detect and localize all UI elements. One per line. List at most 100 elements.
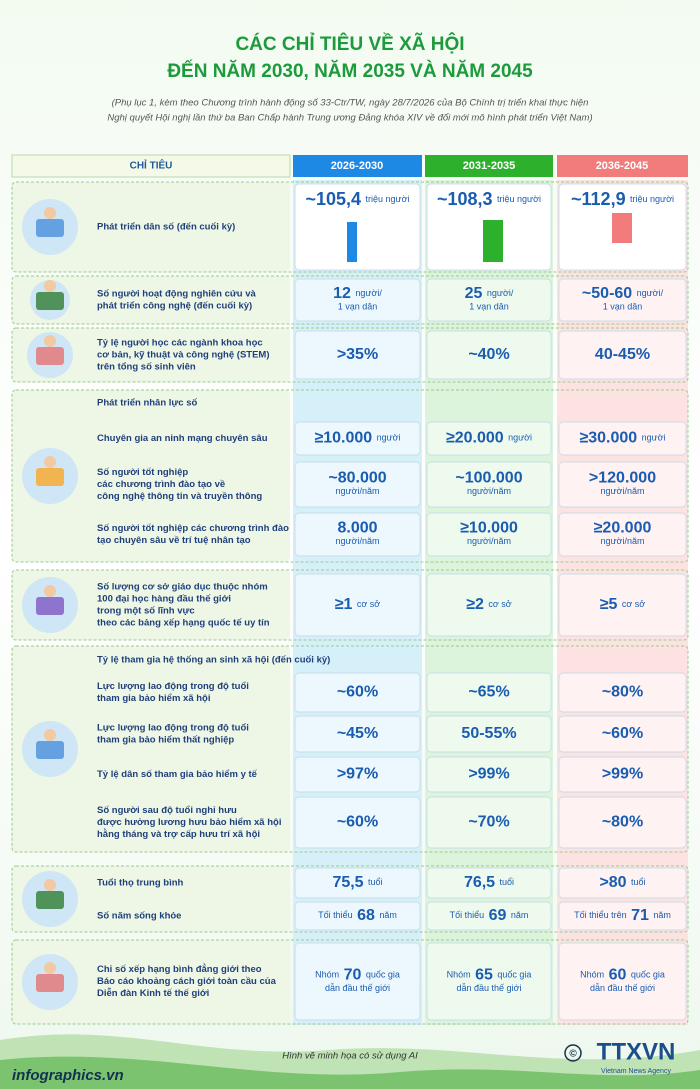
- header-cell: [11, 154, 291, 178]
- group-border: [11, 327, 689, 383]
- row-label: Tuổi thọ trung bình: [97, 878, 184, 889]
- cell: [426, 796, 552, 849]
- cell-unit: dẫn đầu thế giới: [590, 983, 655, 993]
- bar-icon: [483, 220, 503, 262]
- row-label: công nghệ thông tin và truyền thông: [97, 491, 262, 502]
- group-border: [11, 569, 689, 641]
- row-label: hằng tháng và trợ cấp hưu trí xã hội: [97, 828, 260, 840]
- value: ~105,4: [306, 189, 362, 209]
- row-label: trong một số lĩnh vực: [97, 606, 195, 617]
- value: 40-45%: [595, 346, 650, 363]
- column-header: CHỈ TIÊU: [130, 159, 173, 172]
- row-label: Số lượng cơ sở giáo dục thuộc nhóm: [97, 582, 268, 593]
- group-border: [11, 865, 689, 933]
- row-label: Chuyên gia an ninh mạng chuyên sâu: [97, 433, 268, 444]
- cell-unit: dẫn đầu thế giới: [457, 983, 522, 993]
- header-cell: [425, 155, 553, 177]
- cell-value: ~40%: [468, 346, 509, 363]
- illustration: [36, 597, 64, 615]
- value: ~60%: [337, 814, 378, 831]
- row-label: phát triển công nghệ (đến cuối kỳ): [97, 301, 252, 312]
- cell-unit: dẫn đầu thế giới: [325, 983, 390, 993]
- cell-value: Tối thiểu 68 năm: [318, 907, 397, 924]
- cell-value: ~80%: [602, 684, 643, 701]
- cell-value: ~108,3 triệu người: [437, 189, 541, 209]
- value: ~100.000: [455, 470, 522, 487]
- unit: năm: [653, 910, 671, 920]
- cell: [294, 573, 421, 637]
- illustration: [36, 219, 64, 237]
- row-label: Lực lượng lao động trong độ tuổi: [97, 723, 249, 734]
- cell: [426, 421, 552, 456]
- cell: [426, 461, 552, 508]
- row-label: Lực lượng lao động trong độ tuổi: [97, 681, 249, 692]
- header-cell: [557, 155, 688, 177]
- group-border: [11, 939, 689, 1025]
- value: ~70%: [468, 814, 509, 831]
- unit: quốc gia: [631, 970, 665, 980]
- illustration: [36, 468, 64, 486]
- cell-unit: người/năm: [601, 486, 645, 496]
- value: 71: [631, 907, 649, 924]
- value: >99%: [602, 766, 643, 783]
- value: 65: [475, 967, 493, 984]
- cell: [426, 942, 552, 1021]
- cell-value: ~80.000: [328, 470, 386, 487]
- illustration: [44, 879, 56, 891]
- cell-value: ≥10.000 người: [314, 430, 400, 447]
- subtitle: Nghị quyết Hội nghị lần thứ ba Ban Chấp …: [107, 113, 592, 124]
- cell-unit: 1 vạn dân: [469, 301, 509, 311]
- row-label: Số năm sống khỏe: [97, 911, 181, 922]
- unit: người: [642, 433, 666, 443]
- group-heading: Phát triển nhân lực số: [97, 398, 198, 409]
- row-label: theo các bảng xếp hạng quốc tế uy tín: [97, 618, 270, 629]
- row-label: Số người tốt nghiệp các chương trình đào: [97, 523, 289, 534]
- cell: [294, 421, 421, 456]
- cell-unit: người/năm: [601, 536, 645, 546]
- value: ≥10.000: [460, 520, 518, 537]
- value: ~45%: [337, 725, 378, 742]
- group-label-bg: [12, 328, 290, 382]
- cell: [558, 672, 687, 713]
- value: ≥5: [600, 596, 618, 613]
- cell-value: >35%: [337, 346, 378, 363]
- group-label-bg: [12, 390, 290, 562]
- row-label: tham gia bảo hiểm xã hội: [97, 693, 211, 704]
- cell-value: ~105,4 triệu người: [306, 189, 410, 209]
- cell: [294, 512, 421, 557]
- unit: triệu người: [497, 194, 541, 204]
- subtitle: (Phụ lục 1, kèm theo Chương trình hành đ…: [112, 98, 589, 109]
- row-label: Chỉ số xếp hạng bình đẳng giới theo: [97, 963, 262, 975]
- illustration: [36, 347, 64, 365]
- cell-value: 40-45%: [595, 346, 650, 363]
- unit: người/: [487, 288, 514, 298]
- row-label: Số người tốt nghiệp: [97, 467, 188, 478]
- value: ~50-60: [582, 285, 632, 302]
- cell-value: ~70%: [468, 814, 509, 831]
- cell-value: Tối thiểu trên 71 năm: [574, 907, 671, 924]
- column-header: 2036-2045: [596, 160, 649, 172]
- cell-value: 12 người/: [333, 285, 382, 302]
- cell-value: ~100.000: [455, 470, 522, 487]
- row-label: các chương trình đào tạo về: [97, 479, 225, 490]
- cell: [558, 278, 687, 322]
- cell: [294, 672, 421, 713]
- cell-value: ~65%: [468, 684, 509, 701]
- cell: [558, 756, 687, 793]
- cell: [294, 715, 421, 753]
- value: ~40%: [468, 346, 509, 363]
- unit: năm: [511, 910, 529, 920]
- illustration: [44, 335, 56, 347]
- unit: cơ sở: [357, 599, 380, 609]
- cell-value: ~45%: [337, 725, 378, 742]
- unit: Nhóm: [315, 970, 339, 980]
- cell-value: Nhóm 60 quốc gia: [580, 967, 665, 984]
- row-label: Số người hoạt động nghiên cứu và: [97, 289, 257, 300]
- cell: [294, 278, 421, 322]
- value: ~80%: [602, 684, 643, 701]
- unit: Tối thiểu trên: [574, 910, 627, 920]
- column-header: 2031-2035: [463, 160, 516, 172]
- cell: [558, 512, 687, 557]
- cell-value: >97%: [337, 766, 378, 783]
